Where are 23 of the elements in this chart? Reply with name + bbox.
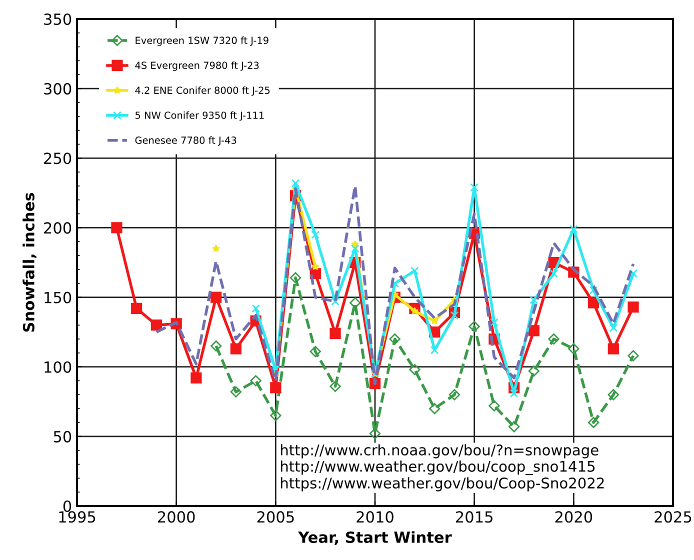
legend-label: 4S Evergreen 7980 ft J-23: [135, 61, 259, 71]
x-tick-label: 2025: [654, 511, 692, 523]
legend-label: Evergreen 1SW 7320 ft J-19: [136, 36, 268, 46]
annotation: http://www.crh.noaa.gov/bou/?n=snowpage http://www.weather.gov/bou/coop_sno1415 https://www.weather.gov/bou/Coop-Sno2022: [280, 444, 604, 492]
y-tick-label: 350: [44, 13, 72, 26]
y-tick-label: 250: [44, 152, 72, 164]
legend-label: Genesee 7780 ft J-43: [135, 136, 236, 146]
y-tick-label: 50: [54, 430, 72, 442]
x-tick-label: 2015: [456, 511, 492, 523]
y-tick-label: 300: [44, 83, 72, 95]
y-tick-label: 200: [44, 222, 72, 234]
y-tick-label: 150: [44, 292, 72, 304]
x-axis-title: Year, Start Winter: [298, 531, 452, 545]
x-tick-label: 2020: [555, 511, 592, 523]
legend-label: 4.2 ENE Conifer 8000 ft J-25: [135, 86, 270, 96]
y-axis-title: Snowfall, inches: [22, 192, 36, 332]
y-tick-label: 100: [44, 361, 72, 373]
y-tick-label: 0: [63, 500, 72, 512]
x-tick-label: 2005: [257, 511, 294, 523]
x-tick-label: 1995: [59, 511, 96, 523]
legend-label: 5 NW Conifer 9350 ft J-111: [135, 111, 264, 121]
x-tick-label: 2010: [356, 511, 394, 523]
x-tick-label: 2000: [158, 511, 195, 523]
